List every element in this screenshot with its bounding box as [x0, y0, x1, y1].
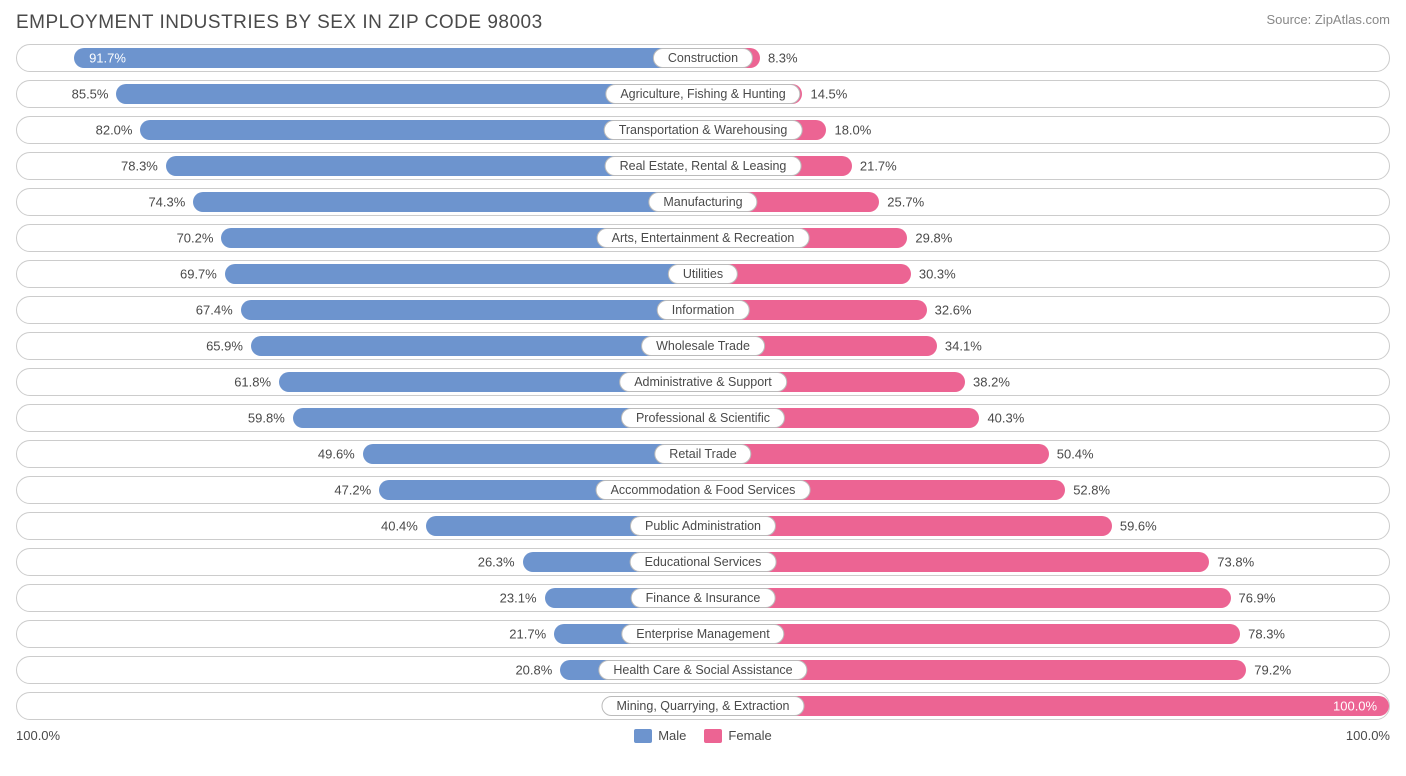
- diverging-bar-chart: 91.7% 8.3% Construction 85.5% 14.5% Agricultu…: [16, 44, 1390, 720]
- male-pct-label: 26.3%: [478, 555, 515, 570]
- legend-swatch-male: [634, 729, 652, 743]
- male-pct-label: 23.1%: [500, 591, 537, 606]
- male-bar: [251, 336, 703, 356]
- male-pct-label: 47.2%: [334, 483, 371, 498]
- male-pct-label: 91.7%: [89, 51, 126, 66]
- female-pct-label: 25.7%: [887, 195, 924, 210]
- male-pct-label: 65.9%: [206, 339, 243, 354]
- female-pct-label: 29.8%: [915, 231, 952, 246]
- female-pct-label: 40.3%: [987, 411, 1024, 426]
- female-pct-label: 73.8%: [1217, 555, 1254, 570]
- male-pct-label: 49.6%: [318, 447, 355, 462]
- female-pct-label: 32.6%: [935, 303, 972, 318]
- female-pct-label: 14.5%: [810, 87, 847, 102]
- category-label: Information: [657, 300, 750, 320]
- female-pct-label: 59.6%: [1120, 519, 1157, 534]
- chart-row: 26.3% 73.8% Educational Services: [16, 548, 1390, 576]
- chart-title: EMPLOYMENT INDUSTRIES BY SEX IN ZIP CODE…: [16, 12, 543, 34]
- category-label: Retail Trade: [654, 444, 751, 464]
- chart-source: Source: ZipAtlas.com: [1266, 12, 1390, 27]
- chart-footer: 100.0% Male Female 100.0%: [16, 728, 1390, 743]
- chart-row: 69.7% 30.3% Utilities: [16, 260, 1390, 288]
- female-pct-label: 52.8%: [1073, 483, 1110, 498]
- category-label: Finance & Insurance: [631, 588, 776, 608]
- female-pct-label: 8.3%: [768, 51, 798, 66]
- chart-row: 61.8% 38.2% Administrative & Support: [16, 368, 1390, 396]
- chart-row: 21.7% 78.3% Enterprise Management: [16, 620, 1390, 648]
- category-label: Professional & Scientific: [621, 408, 785, 428]
- female-pct-label: 50.4%: [1057, 447, 1094, 462]
- chart-row: 74.3% 25.7% Manufacturing: [16, 188, 1390, 216]
- female-pct-label: 76.9%: [1239, 591, 1276, 606]
- category-label: Transportation & Warehousing: [604, 120, 803, 140]
- female-bar: [703, 552, 1209, 572]
- male-pct-label: 61.8%: [234, 375, 271, 390]
- female-bar: [703, 696, 1389, 716]
- male-pct-label: 78.3%: [121, 159, 158, 174]
- category-label: Health Care & Social Assistance: [598, 660, 807, 680]
- legend-swatch-female: [704, 729, 722, 743]
- chart-row: 59.8% 40.3% Professional & Scientific: [16, 404, 1390, 432]
- legend: Male Female: [634, 728, 772, 743]
- male-pct-label: 74.3%: [148, 195, 185, 210]
- female-bar: [703, 588, 1231, 608]
- male-bar: [363, 444, 703, 464]
- category-label: Educational Services: [630, 552, 777, 572]
- category-label: Manufacturing: [648, 192, 757, 212]
- legend-item-male: Male: [634, 728, 686, 743]
- male-bar: [225, 264, 703, 284]
- female-pct-label: 30.3%: [919, 267, 956, 282]
- chart-row: 49.6% 50.4% Retail Trade: [16, 440, 1390, 468]
- male-pct-label: 59.8%: [248, 411, 285, 426]
- female-pct-label: 100.0%: [1333, 699, 1377, 714]
- female-pct-label: 79.2%: [1254, 663, 1291, 678]
- chart-row: 85.5% 14.5% Agriculture, Fishing & Hunting: [16, 80, 1390, 108]
- category-label: Wholesale Trade: [641, 336, 765, 356]
- category-label: Accommodation & Food Services: [596, 480, 811, 500]
- chart-row: 0.0%100.0%Mining, Quarrying, & Extractio…: [16, 692, 1390, 720]
- male-bar: [241, 300, 703, 320]
- male-pct-label: 85.5%: [72, 87, 109, 102]
- chart-row: 20.8% 79.2% Health Care & Social Assistanc…: [16, 656, 1390, 684]
- category-label: Administrative & Support: [619, 372, 787, 392]
- female-pct-label: 38.2%: [973, 375, 1010, 390]
- female-pct-label: 21.7%: [860, 159, 897, 174]
- category-label: Agriculture, Fishing & Hunting: [605, 84, 800, 104]
- male-pct-label: 69.7%: [180, 267, 217, 282]
- legend-label-female: Female: [728, 728, 771, 743]
- chart-row: 82.0% 18.0% Transportation & Warehousing: [16, 116, 1390, 144]
- category-label: Real Estate, Rental & Leasing: [605, 156, 802, 176]
- male-pct-label: 40.4%: [381, 519, 418, 534]
- category-label: Utilities: [668, 264, 738, 284]
- category-label: Arts, Entertainment & Recreation: [597, 228, 810, 248]
- category-label: Public Administration: [630, 516, 776, 536]
- category-label: Mining, Quarrying, & Extraction: [602, 696, 805, 716]
- female-pct-label: 18.0%: [834, 123, 871, 138]
- female-bar: [703, 444, 1049, 464]
- male-pct-label: 21.7%: [509, 627, 546, 642]
- chart-header: EMPLOYMENT INDUSTRIES BY SEX IN ZIP CODE…: [16, 12, 1390, 34]
- male-pct-label: 70.2%: [177, 231, 214, 246]
- chart-row: 70.2% 29.8% Arts, Entertainment & Recreati…: [16, 224, 1390, 252]
- axis-left-label: 100.0%: [16, 728, 60, 743]
- male-pct-label: 82.0%: [96, 123, 133, 138]
- legend-item-female: Female: [704, 728, 771, 743]
- male-pct-label: 20.8%: [515, 663, 552, 678]
- male-bar: [74, 48, 703, 68]
- chart-row: 47.2% 52.8% Accommodation & Food Services: [16, 476, 1390, 504]
- chart-row: 91.7% 8.3% Construction: [16, 44, 1390, 72]
- male-pct-label: 67.4%: [196, 303, 233, 318]
- female-pct-label: 34.1%: [945, 339, 982, 354]
- male-bar: [193, 192, 703, 212]
- axis-right-label: 100.0%: [1346, 728, 1390, 743]
- chart-row: 78.3% 21.7% Real Estate, Rental & Leasing: [16, 152, 1390, 180]
- chart-row: 67.4% 32.6% Information: [16, 296, 1390, 324]
- female-pct-label: 78.3%: [1248, 627, 1285, 642]
- legend-label-male: Male: [658, 728, 686, 743]
- chart-row: 40.4% 59.6% Public Administration: [16, 512, 1390, 540]
- chart-row: 65.9% 34.1% Wholesale Trade: [16, 332, 1390, 360]
- chart-row: 23.1% 76.9% Finance & Insurance: [16, 584, 1390, 612]
- category-label: Construction: [653, 48, 753, 68]
- category-label: Enterprise Management: [621, 624, 784, 644]
